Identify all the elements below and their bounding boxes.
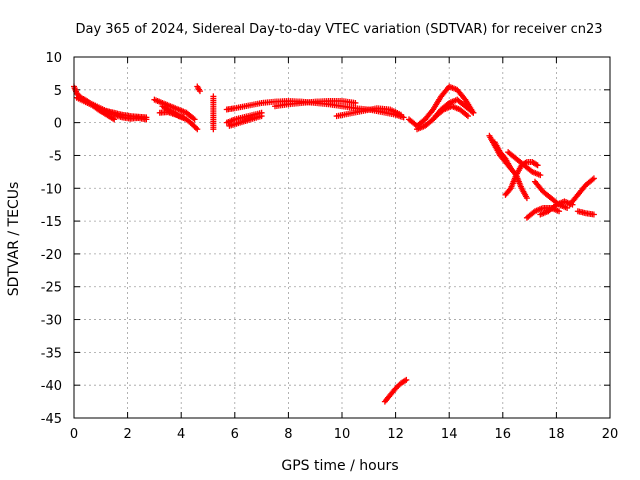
data-point	[468, 108, 475, 115]
series-arc-8	[194, 83, 203, 95]
x-tick-label: 2	[123, 427, 131, 442]
data-point	[190, 115, 197, 122]
x-axis-label: GPS time / hours	[281, 458, 398, 474]
data-point	[464, 113, 471, 120]
x-tick-label: 10	[334, 427, 351, 442]
y-axis-label: SDTVAR / TECUs	[6, 182, 22, 297]
data-point	[401, 377, 408, 384]
data-point	[403, 376, 410, 383]
y-tick-label: -5	[49, 149, 62, 164]
series-arc-19	[491, 139, 530, 202]
y-tick-label: -20	[41, 248, 62, 263]
data-point	[210, 126, 217, 133]
series-arc-17	[432, 103, 471, 120]
y-tick-label: -10	[41, 182, 62, 197]
series-arc-5	[151, 96, 198, 123]
data-point	[143, 116, 150, 123]
series-arc-12	[226, 113, 265, 129]
series-arc-9	[210, 93, 217, 133]
series-arc-4	[111, 111, 150, 123]
data-point	[194, 126, 201, 133]
series-arc-14	[333, 105, 404, 120]
x-tick-label: 18	[548, 427, 565, 442]
data-point	[590, 211, 597, 218]
y-tick-label: -30	[41, 314, 62, 329]
x-tick-label: 14	[441, 427, 458, 442]
y-tick-label: 5	[54, 84, 62, 99]
series-arc-2	[73, 94, 118, 123]
data-point	[534, 162, 541, 169]
x-tick-label: 4	[177, 427, 185, 442]
x-tick-label: 16	[495, 427, 512, 442]
series-arc-20	[502, 159, 541, 198]
x-tick-label: 8	[284, 427, 292, 442]
data-point	[533, 161, 540, 168]
series-arc-21	[505, 149, 544, 179]
x-tick-label: 6	[231, 427, 239, 442]
data-point	[463, 111, 470, 118]
plot-frame	[73, 56, 611, 419]
x-tick-label: 12	[387, 427, 404, 442]
series-arc-7	[156, 109, 187, 121]
y-tick-label: -40	[41, 379, 62, 394]
data-point	[180, 114, 187, 121]
data-point	[352, 99, 359, 106]
series-arc-27	[381, 376, 410, 405]
y-tick-label: 0	[54, 117, 62, 132]
data-point	[397, 111, 404, 118]
data-point	[564, 204, 571, 211]
data-point	[258, 113, 265, 120]
y-tick-label: -15	[41, 215, 62, 230]
data-point	[523, 195, 530, 202]
data-point	[470, 109, 477, 116]
x-tick-label: 0	[70, 427, 78, 442]
data-point	[537, 172, 544, 179]
data-point	[556, 208, 563, 215]
series-arc-25	[566, 175, 597, 208]
y-tick-label: -25	[41, 281, 62, 296]
data-point	[589, 176, 596, 183]
y-tick-label: -35	[41, 346, 62, 361]
data-point	[590, 175, 597, 182]
data-point	[191, 116, 198, 123]
series-arc-26	[574, 208, 597, 218]
chart-title: Day 365 of 2024, Sidereal Day-to-day VTE…	[75, 22, 602, 37]
series-arc-13	[272, 97, 359, 110]
data-points	[71, 83, 597, 405]
data-point	[109, 115, 116, 122]
y-tick-label: 10	[45, 51, 62, 66]
data-point	[192, 124, 199, 131]
x-tick-label: 20	[602, 427, 619, 442]
grid-lines	[74, 57, 610, 418]
axis-ticks: 0 2 4 6 8 10 12 14 16 18 20 -45 -40 -35 -30 -25 -20 -15 -1…	[41, 51, 619, 442]
y-tick-label: -45	[41, 412, 62, 427]
data-point	[196, 88, 203, 95]
